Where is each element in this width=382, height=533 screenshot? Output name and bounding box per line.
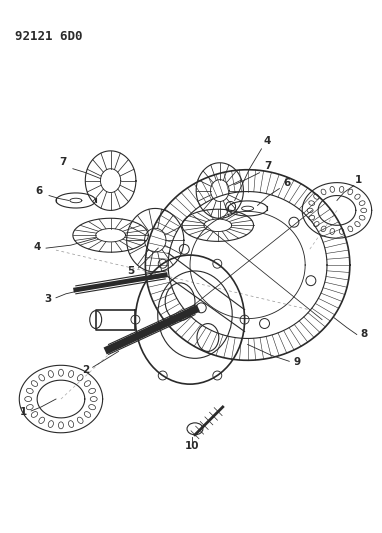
- Text: 4: 4: [34, 242, 41, 252]
- Text: 7: 7: [264, 161, 271, 171]
- Text: 2: 2: [82, 365, 89, 375]
- Text: 6: 6: [36, 185, 43, 196]
- Text: 10: 10: [185, 441, 199, 451]
- Text: 6: 6: [284, 177, 291, 188]
- Text: 8: 8: [360, 329, 367, 340]
- Text: 9: 9: [294, 357, 301, 367]
- Text: 1: 1: [355, 175, 363, 184]
- Text: 3: 3: [44, 294, 52, 304]
- Text: 7: 7: [59, 157, 66, 167]
- Text: 92121 6D0: 92121 6D0: [15, 30, 83, 43]
- Text: 1: 1: [19, 407, 27, 417]
- Text: 4: 4: [264, 136, 271, 146]
- Text: 5: 5: [127, 266, 134, 276]
